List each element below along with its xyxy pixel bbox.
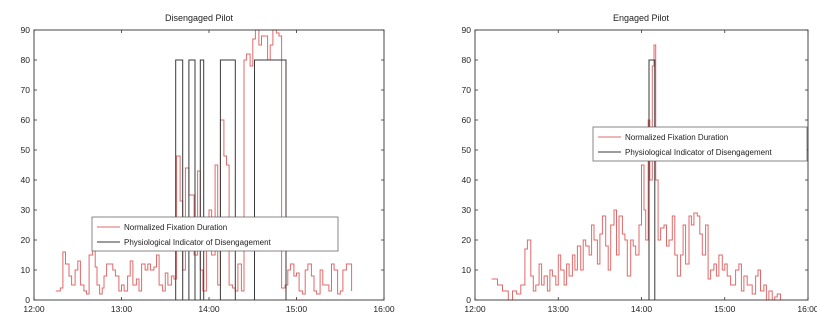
x-tick-label: 12:00 — [23, 304, 45, 314]
legend-label-fixation: Normalized Fixation Duration — [625, 133, 728, 142]
indicator-pulse — [254, 59, 287, 300]
series-line-fixation-duration — [55, 29, 353, 295]
x-tick-label: 16:00 — [797, 304, 817, 314]
series-line-fixation-duration — [491, 44, 781, 301]
plot-area — [491, 44, 781, 301]
axis-ticks: 0 10 20 30 40 50 60 70 80 90 12:00 13:00 14:00 15:00 1… — [21, 25, 395, 314]
chart-title: Engaged Pilot — [613, 13, 670, 23]
y-tick-label: 40 — [21, 175, 31, 185]
legend-box — [592, 126, 808, 162]
chart-engaged-pilot: Engaged Pilot 0 10 20 30 40 50 60 70 80 90 12:00 13… — [462, 13, 817, 314]
y-tick-label: 70 — [21, 85, 31, 95]
x-tick-label: 12:00 — [464, 304, 486, 314]
x-tick-label: 13:00 — [548, 304, 570, 314]
y-tick-label: 70 — [462, 85, 472, 95]
y-tick-label: 50 — [462, 145, 472, 155]
legend-box — [91, 216, 339, 252]
x-tick-label: 15:00 — [286, 304, 308, 314]
legend-label-indicator: Physiological Indicator of Disengagement — [124, 238, 272, 247]
indicator-pulse — [188, 59, 196, 300]
y-tick-label: 80 — [462, 55, 472, 65]
y-tick-label: 60 — [462, 115, 472, 125]
legend: Normalized Fixation Duration Physiologic… — [91, 216, 339, 252]
x-tick-label: 13:00 — [111, 304, 133, 314]
y-tick-label: 20 — [21, 235, 31, 245]
y-tick-label: 10 — [21, 265, 31, 275]
y-tick-label: 0 — [466, 295, 471, 305]
plot-area — [55, 29, 353, 300]
y-tick-label: 10 — [462, 265, 472, 275]
x-tick-label: 14:00 — [631, 304, 653, 314]
chart-title: Disengaged Pilot — [165, 13, 234, 23]
indicator-pulse — [175, 59, 184, 300]
y-tick-label: 60 — [21, 115, 31, 125]
indicator-pulse — [199, 59, 205, 300]
x-tick-label: 14:00 — [198, 304, 220, 314]
y-tick-label: 50 — [21, 145, 31, 155]
y-tick-label: 80 — [21, 55, 31, 65]
y-tick-label: 0 — [25, 295, 30, 305]
y-tick-label: 40 — [462, 175, 472, 185]
y-tick-label: 90 — [462, 25, 472, 35]
x-tick-label: 15:00 — [714, 304, 736, 314]
y-tick-label: 30 — [21, 205, 31, 215]
y-tick-label: 20 — [462, 235, 472, 245]
indicator-pulse — [648, 59, 656, 300]
legend: Normalized Fixation Duration Physiologic… — [592, 126, 808, 162]
y-tick-label: 30 — [462, 205, 472, 215]
x-tick-label: 16:00 — [373, 304, 395, 314]
chart-disengaged-pilot: Disengaged Pilot 0 10 20 30 40 50 60 70 80 90 12:0… — [21, 13, 395, 314]
indicator-pulse — [219, 59, 236, 300]
legend-label-fixation: Normalized Fixation Duration — [124, 223, 227, 232]
legend-label-indicator: Physiological Indicator of Disengagement — [625, 148, 773, 157]
axis-ticks: 0 10 20 30 40 50 60 70 80 90 12:00 13:00 14:00 15:00 1… — [462, 25, 817, 314]
y-tick-label: 90 — [21, 25, 31, 35]
